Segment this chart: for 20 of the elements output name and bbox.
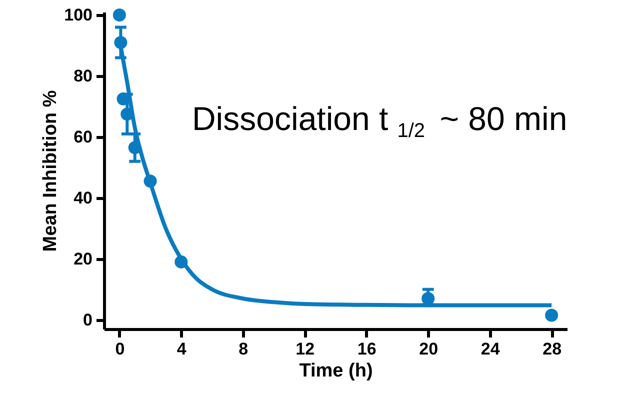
x-tick-label: 12: [296, 340, 315, 358]
y-tick-label: 40: [74, 188, 92, 208]
y-tick-label: 20: [74, 249, 92, 268]
point: [174, 255, 188, 268]
x-tick-label: 0: [115, 340, 125, 358]
x-tick-label: 28: [542, 340, 562, 358]
x-tick-label: 24: [480, 340, 500, 358]
x-tick-label: 20: [419, 340, 438, 358]
point: [545, 308, 558, 322]
x-tick-label: 16: [357, 340, 376, 358]
point: [112, 8, 126, 22]
y-tick-label: 0: [83, 310, 92, 330]
point: [144, 174, 157, 188]
y-tick-label: 80: [74, 66, 92, 86]
y-tick-label: 60: [74, 127, 92, 146]
x-axis-title: Time (h): [299, 360, 373, 382]
y-axis-title: Mean Inhibition %: [40, 90, 62, 252]
x-tick-label: 8: [238, 340, 248, 358]
x-tick-label: 4: [176, 340, 187, 358]
y-tick-label: 100: [64, 6, 92, 25]
